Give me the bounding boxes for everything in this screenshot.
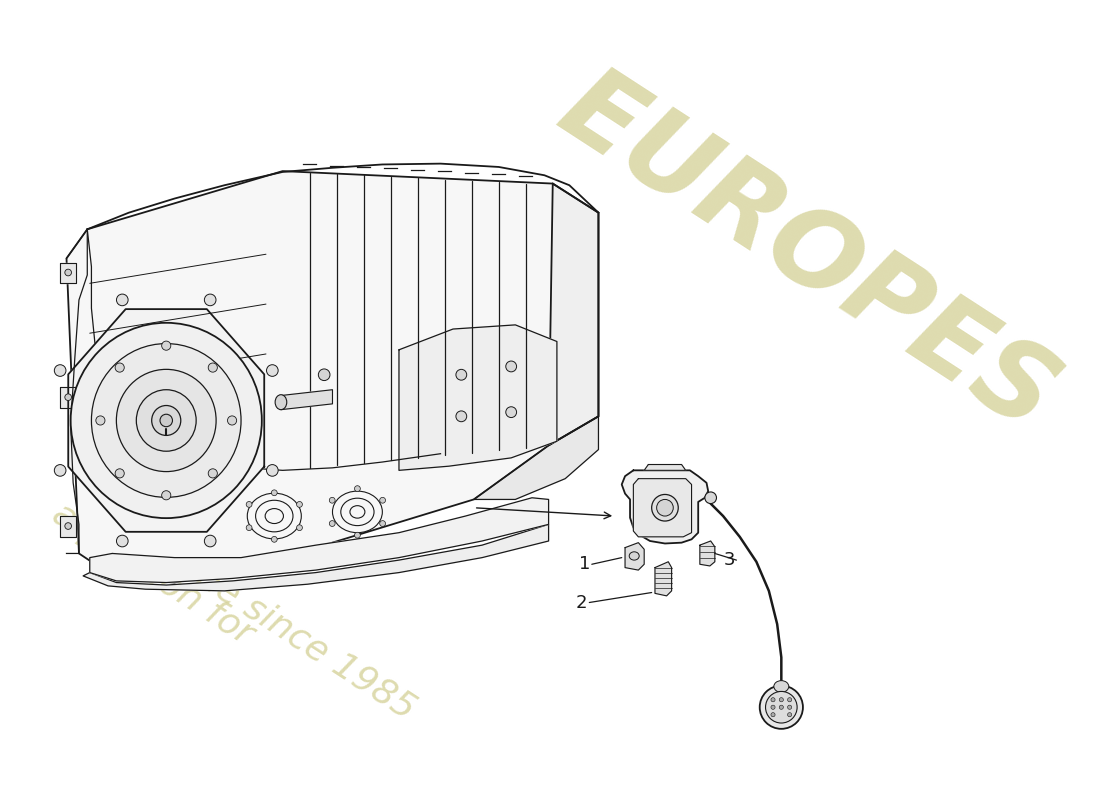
Polygon shape	[59, 516, 77, 537]
Ellipse shape	[160, 414, 173, 426]
Polygon shape	[68, 309, 264, 532]
Ellipse shape	[266, 465, 278, 476]
Text: EUROPES: EUROPES	[540, 55, 1075, 454]
Ellipse shape	[205, 535, 216, 547]
Polygon shape	[621, 470, 708, 543]
Polygon shape	[625, 542, 645, 570]
Ellipse shape	[54, 365, 66, 376]
Ellipse shape	[766, 691, 797, 723]
Ellipse shape	[228, 416, 236, 425]
Ellipse shape	[779, 698, 783, 702]
Ellipse shape	[275, 394, 287, 410]
Polygon shape	[549, 183, 598, 446]
Ellipse shape	[70, 323, 262, 518]
Ellipse shape	[506, 406, 517, 418]
Ellipse shape	[246, 525, 252, 530]
Ellipse shape	[208, 363, 218, 372]
Ellipse shape	[272, 537, 277, 542]
Polygon shape	[700, 541, 715, 566]
Ellipse shape	[318, 369, 330, 381]
Ellipse shape	[272, 490, 277, 496]
Ellipse shape	[246, 502, 252, 507]
Polygon shape	[59, 262, 77, 283]
Polygon shape	[654, 562, 672, 596]
Polygon shape	[90, 498, 549, 582]
Ellipse shape	[354, 532, 361, 538]
Ellipse shape	[54, 465, 66, 476]
Ellipse shape	[116, 363, 124, 372]
Ellipse shape	[91, 343, 241, 498]
Ellipse shape	[788, 705, 792, 710]
Ellipse shape	[771, 713, 775, 717]
Text: Porsche since 1985: Porsche since 1985	[108, 506, 421, 726]
Ellipse shape	[297, 502, 302, 507]
Ellipse shape	[379, 498, 385, 503]
Ellipse shape	[205, 294, 216, 306]
Ellipse shape	[788, 698, 792, 702]
Text: a passion for: a passion for	[46, 497, 260, 652]
Ellipse shape	[506, 361, 517, 372]
Ellipse shape	[329, 498, 336, 503]
Ellipse shape	[771, 705, 775, 710]
Ellipse shape	[771, 698, 775, 702]
Ellipse shape	[779, 705, 783, 710]
Ellipse shape	[773, 681, 789, 692]
Ellipse shape	[208, 469, 218, 478]
Ellipse shape	[379, 521, 385, 526]
Ellipse shape	[136, 390, 196, 451]
Ellipse shape	[657, 499, 673, 516]
Ellipse shape	[760, 686, 803, 729]
Ellipse shape	[116, 469, 124, 478]
Ellipse shape	[266, 365, 278, 376]
Ellipse shape	[788, 713, 792, 717]
Ellipse shape	[117, 370, 216, 471]
Ellipse shape	[651, 494, 679, 521]
Polygon shape	[66, 171, 598, 582]
Ellipse shape	[65, 394, 72, 401]
Ellipse shape	[455, 370, 466, 380]
Polygon shape	[634, 478, 692, 537]
Polygon shape	[645, 465, 685, 470]
Ellipse shape	[297, 525, 302, 530]
Polygon shape	[280, 390, 332, 410]
Ellipse shape	[65, 522, 72, 530]
Ellipse shape	[329, 521, 336, 526]
Ellipse shape	[705, 492, 716, 503]
Polygon shape	[399, 325, 557, 470]
Text: 2: 2	[576, 594, 587, 611]
Ellipse shape	[96, 416, 104, 425]
Ellipse shape	[455, 411, 466, 422]
Text: 1: 1	[579, 555, 590, 574]
Polygon shape	[84, 524, 549, 591]
Ellipse shape	[162, 341, 170, 350]
Ellipse shape	[65, 269, 72, 276]
Text: 3: 3	[723, 551, 735, 569]
Ellipse shape	[117, 535, 128, 547]
Polygon shape	[474, 416, 598, 499]
Polygon shape	[59, 387, 77, 408]
Ellipse shape	[354, 486, 361, 491]
Ellipse shape	[162, 490, 170, 500]
Ellipse shape	[117, 294, 128, 306]
Ellipse shape	[629, 552, 639, 560]
Ellipse shape	[152, 406, 180, 435]
